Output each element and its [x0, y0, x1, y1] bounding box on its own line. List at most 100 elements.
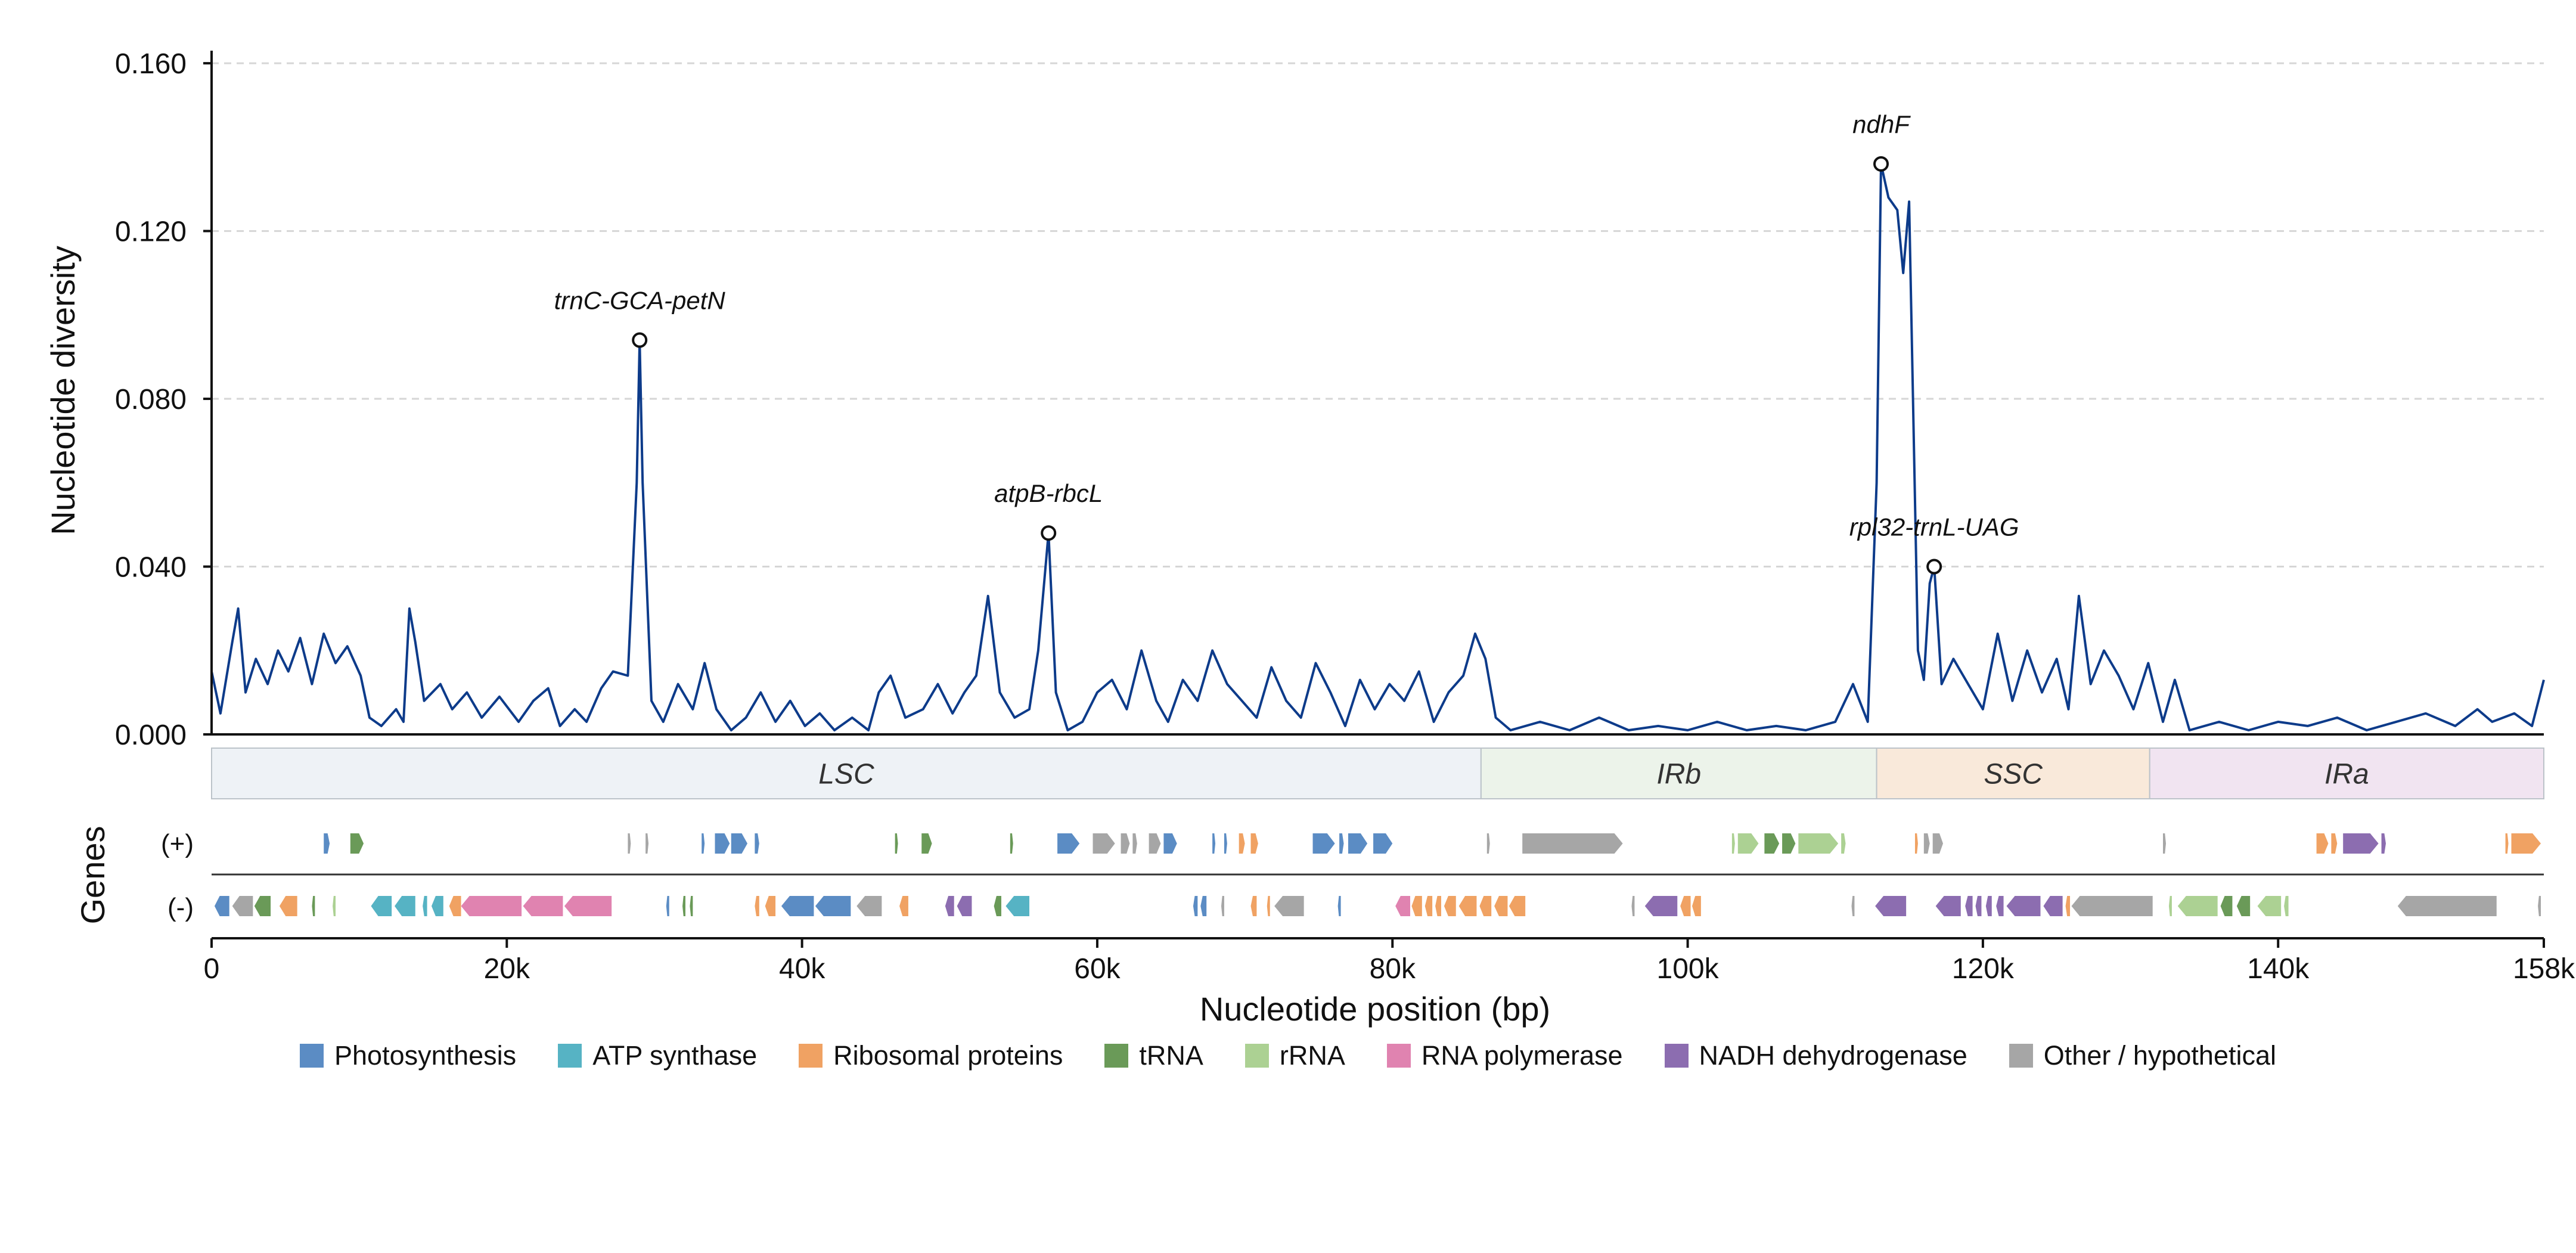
gene-photo	[1057, 833, 1080, 854]
gene-trna	[1764, 833, 1780, 854]
gene-trna	[312, 896, 315, 916]
gene-other	[1631, 896, 1635, 916]
legend-label: ATP synthase	[592, 1040, 758, 1071]
x-tick-label: 120k	[1952, 953, 2015, 985]
gene-trna	[994, 896, 1001, 916]
x-tick-label: 140k	[2247, 953, 2310, 985]
gene-trna	[2220, 896, 2233, 916]
gene-photo	[1373, 833, 1393, 854]
gene-rrna	[1731, 833, 1735, 854]
region-irb	[1480, 748, 1877, 799]
region-label: IRa	[2324, 759, 2369, 790]
legend-swatch	[558, 1044, 582, 1068]
legend-label: Other / hypothetical	[2043, 1040, 2276, 1071]
gene-other	[1851, 896, 1855, 916]
gene-atp	[395, 896, 415, 916]
region-label: SSC	[1984, 759, 2043, 790]
gene-other	[1149, 833, 1161, 854]
gene-ribo	[1444, 896, 1456, 916]
legend-item: tRNA	[1104, 1040, 1203, 1071]
gene-rrna	[1737, 833, 1759, 854]
strand-label-minus: (-)	[167, 893, 194, 922]
gene-photo	[702, 833, 705, 854]
legend-swatch	[1664, 1044, 1689, 1068]
gene-ribo	[899, 896, 908, 916]
gene-ribo	[1479, 896, 1492, 916]
gene-other	[1932, 833, 1944, 854]
gene-ribo	[765, 896, 776, 916]
legend-label: Photosynthesis	[334, 1040, 517, 1071]
gene-other	[2397, 896, 2497, 916]
region-label: LSC	[818, 759, 874, 790]
gene-other	[2538, 896, 2541, 916]
legend-label: RNA polymerase	[1421, 1040, 1623, 1071]
legend-label: NADH dehydrogenase	[1699, 1040, 1967, 1071]
gene-nadh	[2343, 833, 2379, 854]
gene-photo	[666, 896, 669, 916]
gene-ribo	[1239, 833, 1245, 854]
gene-photo	[755, 833, 759, 854]
gene-photo	[1348, 833, 1368, 854]
legend-label: tRNA	[1139, 1040, 1203, 1071]
gene-ribo	[449, 896, 461, 916]
gene-rnap	[564, 896, 612, 916]
peak-marker	[1926, 559, 1942, 575]
legend-label: Ribosomal proteins	[833, 1040, 1063, 1071]
gene-nadh	[1875, 896, 1907, 916]
gene-atp	[423, 896, 427, 916]
gene-other	[628, 833, 631, 854]
gene-ribo	[1250, 896, 1257, 916]
legend-label: rRNA	[1279, 1040, 1345, 1071]
gene-ribo	[1411, 896, 1422, 916]
y-gridlines	[212, 62, 2544, 568]
x-tick-label: 20k	[484, 953, 530, 985]
gene-other	[2071, 896, 2153, 916]
gene-other	[1093, 833, 1115, 854]
gene-photo	[214, 896, 229, 916]
gene-nadh	[957, 896, 972, 916]
peak-label: trnC-GCA-petN	[554, 287, 726, 315]
legend-item: NADH dehydrogenase	[1664, 1040, 1967, 1071]
gene-trna	[690, 896, 693, 916]
gene-ribo	[1267, 896, 1270, 916]
gene-ribo	[1509, 896, 1526, 916]
gene-nadh	[1996, 896, 2004, 916]
peak-label: ndhF	[1852, 110, 1911, 138]
legend-swatch	[799, 1044, 823, 1068]
gene-ribo	[1692, 896, 1701, 916]
gene-photo	[715, 833, 730, 854]
gene-photo	[1224, 833, 1227, 854]
gene-atp	[432, 896, 443, 916]
gene-other	[1274, 896, 1304, 916]
legend-item: Photosynthesis	[300, 1040, 516, 1071]
gene-trna	[254, 896, 271, 916]
legend: Photosynthesis ATP synthase Ribosomal prot…	[0, 1040, 2576, 1071]
gene-nadh	[1935, 896, 1961, 916]
strand-label-plus: (+)	[161, 829, 194, 858]
gene-rnap	[1395, 896, 1410, 916]
gene-rrna	[2257, 896, 2282, 916]
gene-tracks	[212, 833, 2544, 916]
gene-photo	[1193, 896, 1198, 916]
gene-trna	[682, 896, 685, 916]
gene-other	[232, 896, 253, 916]
gene-trna	[350, 833, 364, 854]
gene-ribo	[279, 896, 297, 916]
gene-photo	[1200, 896, 1207, 916]
gene-rnap	[523, 896, 563, 916]
gene-rrna	[2177, 896, 2218, 916]
gene-ribo	[1914, 833, 1918, 854]
x-tick-label: 0	[204, 953, 220, 985]
peak-marker	[1873, 156, 1889, 172]
region-lsc	[211, 748, 1482, 799]
gene-nadh	[1985, 896, 1992, 916]
y-tick-label: 0.000	[115, 719, 187, 751]
legend-swatch	[300, 1044, 324, 1068]
gene-rrna	[1841, 833, 1846, 854]
gene-rrna	[1798, 833, 1839, 854]
gene-other	[1132, 833, 1137, 854]
gene-other	[2163, 833, 2166, 854]
gene-ribo	[1680, 896, 1691, 916]
x-tick-label: 80k	[1370, 953, 1416, 985]
